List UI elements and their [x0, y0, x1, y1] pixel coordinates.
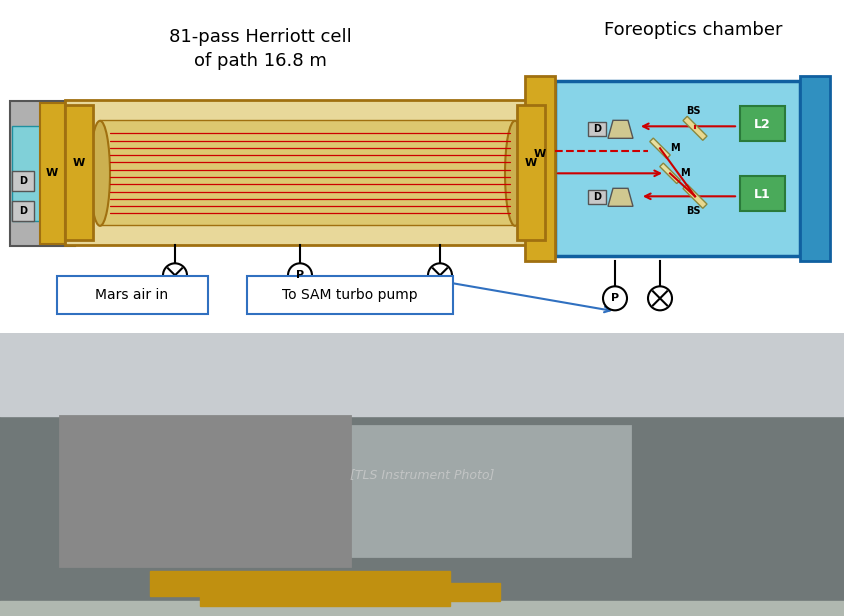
Text: [TLS instrument photograph]: [TLS instrument photograph]	[301, 465, 543, 484]
Text: W: W	[524, 158, 537, 168]
Bar	[349, 426, 630, 556]
Bar	[200, 586, 450, 606]
Text: D: D	[19, 206, 27, 216]
Polygon shape	[649, 138, 669, 158]
FancyBboxPatch shape	[246, 277, 452, 314]
Ellipse shape	[505, 121, 524, 226]
Circle shape	[647, 286, 671, 310]
Circle shape	[288, 263, 311, 287]
FancyBboxPatch shape	[100, 120, 514, 225]
Text: P: P	[610, 293, 619, 303]
Text: W: W	[533, 149, 545, 159]
Bar	[150, 571, 450, 596]
Text: D: D	[19, 176, 27, 186]
Text: Mars air in: Mars air in	[95, 288, 168, 302]
FancyBboxPatch shape	[739, 107, 784, 141]
Polygon shape	[608, 120, 632, 139]
Circle shape	[163, 263, 187, 287]
Text: M: M	[679, 168, 689, 178]
Text: BS: BS	[685, 107, 700, 116]
FancyBboxPatch shape	[524, 76, 555, 261]
FancyBboxPatch shape	[12, 126, 40, 221]
Text: BS: BS	[685, 206, 700, 216]
Bar	[0, 333, 844, 616]
FancyBboxPatch shape	[587, 190, 605, 205]
Text: L1: L1	[753, 188, 770, 201]
Text: Foreoptics chamber: Foreoptics chamber	[603, 22, 782, 39]
FancyBboxPatch shape	[65, 105, 93, 240]
FancyBboxPatch shape	[555, 81, 799, 256]
Text: P: P	[295, 270, 304, 280]
Polygon shape	[682, 184, 706, 208]
Text: [TLS Instrument Photo]: [TLS Instrument Photo]	[349, 468, 494, 481]
FancyBboxPatch shape	[587, 123, 605, 136]
Circle shape	[428, 263, 452, 287]
Text: W: W	[46, 168, 58, 178]
Text: L2: L2	[753, 118, 770, 131]
FancyBboxPatch shape	[10, 101, 75, 246]
Text: M: M	[669, 144, 679, 153]
Text: To SAM turbo pump: To SAM turbo pump	[282, 288, 417, 302]
FancyBboxPatch shape	[65, 100, 544, 245]
FancyBboxPatch shape	[40, 103, 65, 245]
Polygon shape	[608, 188, 632, 206]
Text: D: D	[592, 192, 600, 202]
Bar	[0, 333, 844, 616]
FancyBboxPatch shape	[517, 105, 544, 240]
FancyBboxPatch shape	[739, 176, 784, 211]
Ellipse shape	[90, 121, 110, 226]
Bar	[60, 416, 349, 566]
Text: 81-pass Herriott cell
of path 16.8 m: 81-pass Herriott cell of path 16.8 m	[169, 28, 351, 70]
Text: D: D	[592, 124, 600, 134]
Circle shape	[603, 286, 626, 310]
FancyBboxPatch shape	[799, 76, 829, 261]
FancyBboxPatch shape	[12, 201, 34, 221]
Polygon shape	[682, 116, 706, 140]
Polygon shape	[659, 163, 679, 184]
FancyBboxPatch shape	[57, 277, 208, 314]
Bar	[300, 583, 500, 601]
FancyBboxPatch shape	[12, 171, 34, 192]
Text: W: W	[73, 158, 85, 168]
